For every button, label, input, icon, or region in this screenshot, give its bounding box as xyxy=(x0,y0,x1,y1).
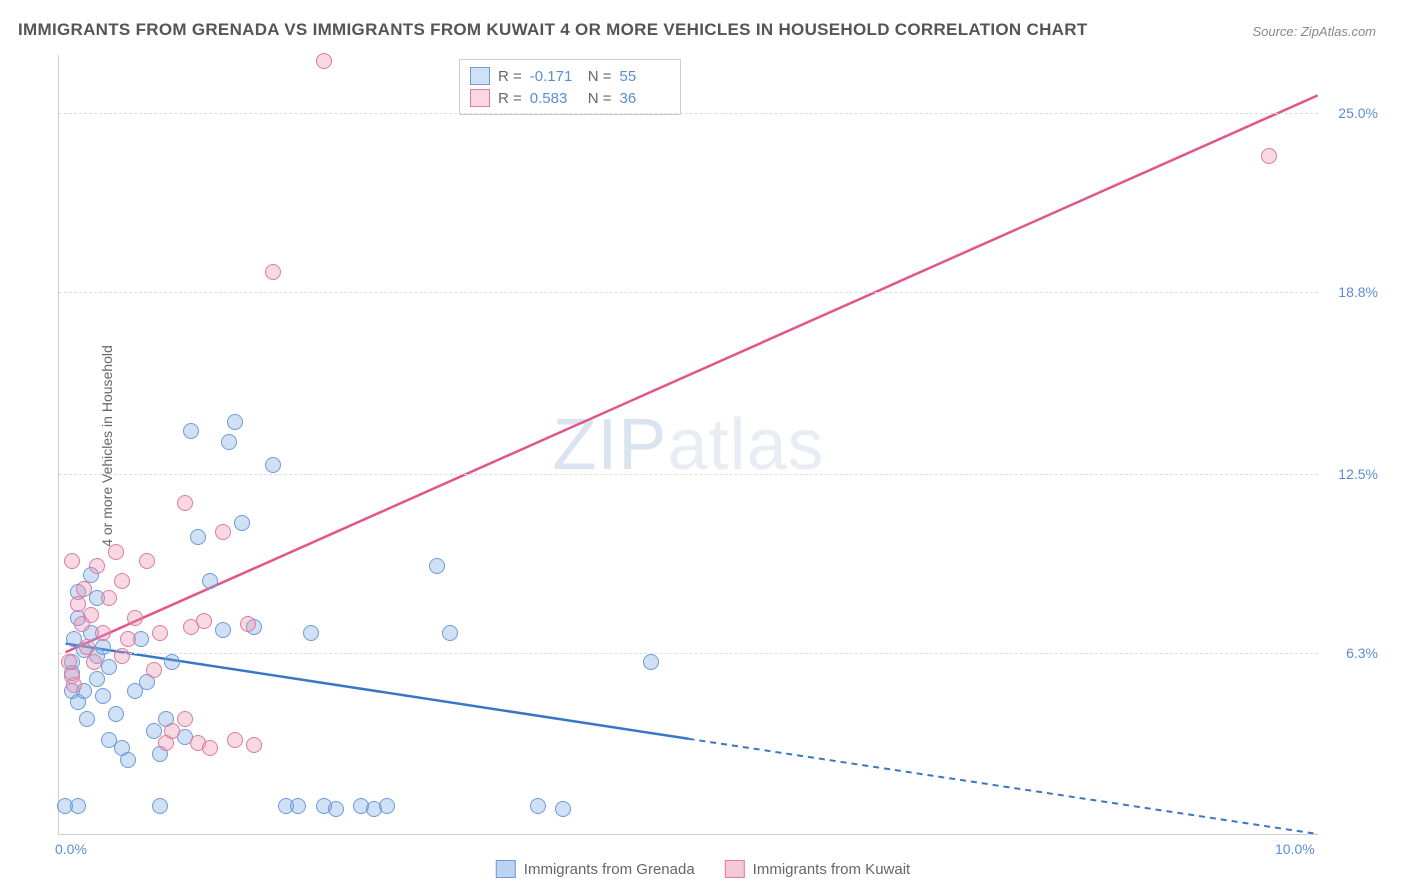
stats-row: R = 0.583 N = 36 xyxy=(470,87,670,109)
data-point xyxy=(530,798,546,814)
data-point xyxy=(120,631,136,647)
stat-r-value: 0.583 xyxy=(530,90,580,107)
data-point xyxy=(227,732,243,748)
x-tick-label: 10.0% xyxy=(1275,841,1315,857)
data-point xyxy=(79,711,95,727)
y-tick-label: 12.5% xyxy=(1338,466,1378,482)
data-point xyxy=(139,553,155,569)
data-point xyxy=(76,581,92,597)
data-point xyxy=(114,573,130,589)
stat-r-label: R = xyxy=(498,68,522,85)
data-point xyxy=(643,654,659,670)
data-point xyxy=(202,740,218,756)
data-point xyxy=(265,457,281,473)
data-point xyxy=(290,798,306,814)
plot-area: ZIPatlas R =-0.171N =55R =0.583N =36 6.3… xyxy=(58,55,1318,835)
stat-n-value: 36 xyxy=(620,90,670,107)
y-tick-label: 25.0% xyxy=(1338,105,1378,121)
legend-swatch xyxy=(470,89,490,107)
data-point xyxy=(114,648,130,664)
data-point xyxy=(61,654,77,670)
data-point xyxy=(152,625,168,641)
trend-line xyxy=(66,95,1318,652)
data-point xyxy=(265,264,281,280)
data-point xyxy=(215,524,231,540)
data-point xyxy=(328,801,344,817)
legend-swatch xyxy=(470,67,490,85)
data-point xyxy=(177,495,193,511)
data-point xyxy=(379,798,395,814)
data-point xyxy=(246,737,262,753)
data-point xyxy=(101,590,117,606)
stat-r-value: -0.171 xyxy=(530,68,580,85)
data-point xyxy=(240,616,256,632)
data-point xyxy=(95,639,111,655)
data-point xyxy=(190,529,206,545)
data-point xyxy=(221,434,237,450)
legend-item: Immigrants from Kuwait xyxy=(725,860,911,878)
data-point xyxy=(164,723,180,739)
legend-swatch xyxy=(496,860,516,878)
stats-box: R = -0.171 N = 55 R = 0.583 N = 36 xyxy=(459,59,681,115)
data-point xyxy=(429,558,445,574)
trend-line-extrapolated xyxy=(689,739,1318,834)
stat-n-label: N = xyxy=(588,68,612,85)
legend-label: Immigrants from Kuwait xyxy=(753,861,911,878)
data-point xyxy=(202,573,218,589)
data-point xyxy=(101,659,117,675)
data-point xyxy=(227,414,243,430)
legend-item: Immigrants from Grenada xyxy=(496,860,695,878)
data-point xyxy=(146,662,162,678)
data-point xyxy=(95,625,111,641)
data-point xyxy=(183,423,199,439)
stat-r-label: R = xyxy=(498,90,522,107)
legend-label: Immigrants from Grenada xyxy=(524,861,695,878)
data-point xyxy=(164,654,180,670)
stats-row: R = -0.171 N = 55 xyxy=(470,65,670,87)
data-point xyxy=(108,544,124,560)
watermark-light: atlas xyxy=(667,405,824,485)
gridline xyxy=(59,653,1318,654)
data-point xyxy=(555,801,571,817)
data-point xyxy=(127,610,143,626)
data-point xyxy=(316,53,332,69)
data-point xyxy=(152,798,168,814)
data-point xyxy=(177,711,193,727)
legend-swatch xyxy=(725,860,745,878)
data-point xyxy=(303,625,319,641)
x-tick-label: 0.0% xyxy=(55,841,87,857)
data-point xyxy=(86,654,102,670)
data-point xyxy=(66,677,82,693)
gridline xyxy=(59,474,1318,475)
gridline xyxy=(59,292,1318,293)
data-point xyxy=(70,798,86,814)
chart-title: IMMIGRANTS FROM GRENADA VS IMMIGRANTS FR… xyxy=(18,20,1088,40)
watermark-bold: ZIP xyxy=(552,405,667,485)
y-tick-label: 18.8% xyxy=(1338,284,1378,300)
data-point xyxy=(442,625,458,641)
data-point xyxy=(234,515,250,531)
source-attribution: Source: ZipAtlas.com xyxy=(1252,24,1376,39)
data-point xyxy=(1261,148,1277,164)
data-point xyxy=(120,752,136,768)
gridline xyxy=(59,113,1318,114)
stat-n-value: 55 xyxy=(620,68,670,85)
data-point xyxy=(64,553,80,569)
data-point xyxy=(108,706,124,722)
trend-lines-svg xyxy=(59,55,1318,834)
legend-bottom: Immigrants from Grenada Immigrants from K… xyxy=(496,860,910,878)
y-tick-label: 6.3% xyxy=(1346,645,1378,661)
data-point xyxy=(89,558,105,574)
data-point xyxy=(89,671,105,687)
data-point xyxy=(196,613,212,629)
data-point xyxy=(83,607,99,623)
data-point xyxy=(215,622,231,638)
stat-n-label: N = xyxy=(588,90,612,107)
data-point xyxy=(95,688,111,704)
